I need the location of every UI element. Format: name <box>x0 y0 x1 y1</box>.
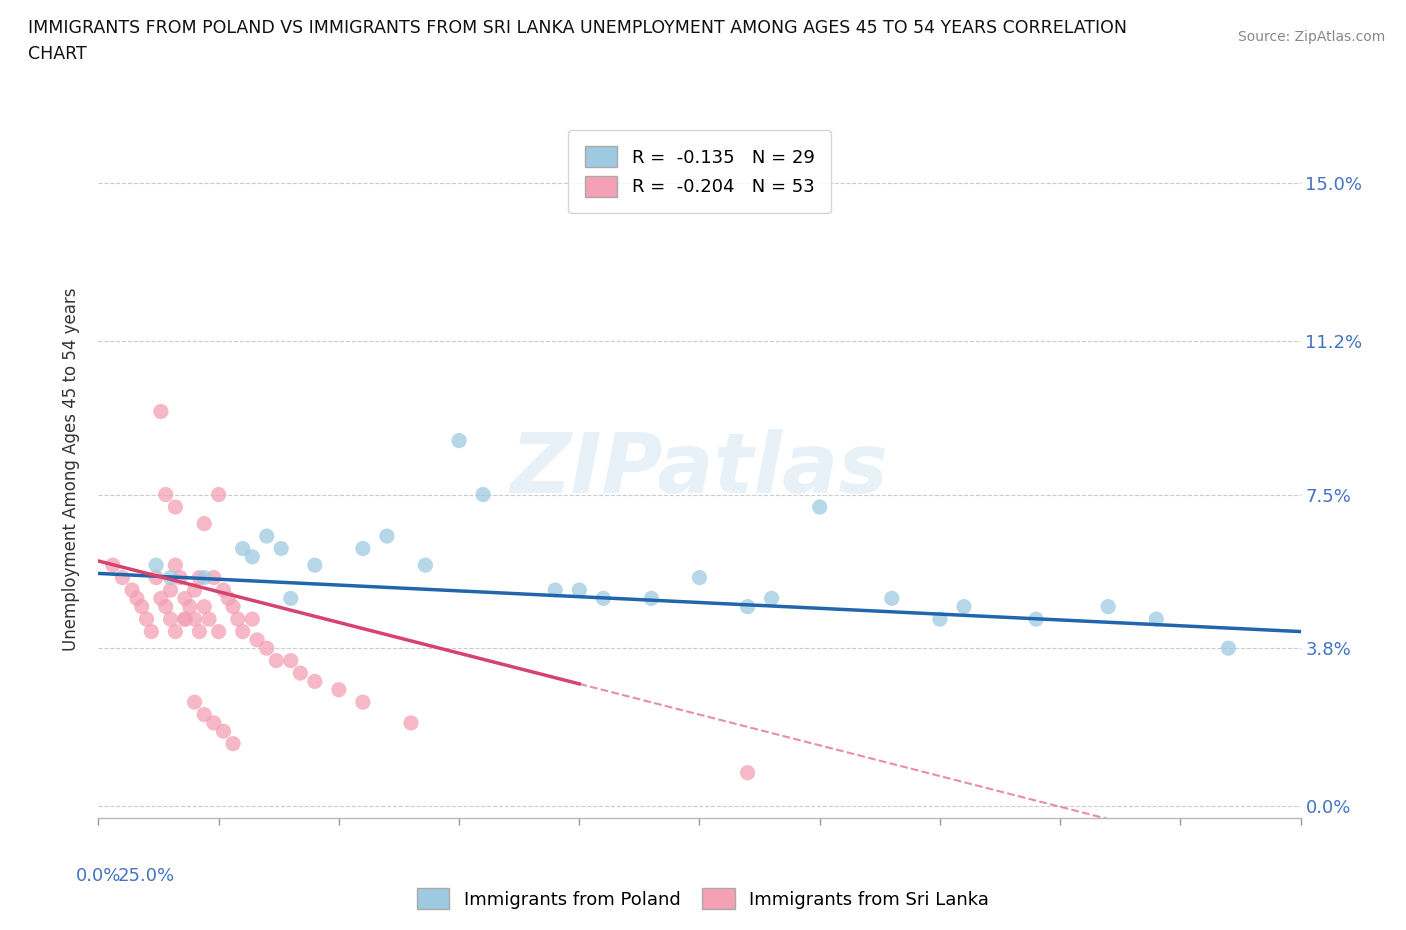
Point <box>266 653 288 668</box>
Point <box>352 695 374 710</box>
Point <box>226 612 249 627</box>
Y-axis label: Unemployment Among Ages 45 to 54 years: Unemployment Among Ages 45 to 54 years <box>62 288 80 651</box>
Point <box>375 528 398 543</box>
Point <box>1025 612 1047 627</box>
Point <box>155 599 177 614</box>
Point <box>953 599 976 614</box>
Point <box>568 582 591 597</box>
Point <box>689 570 711 585</box>
Point <box>101 558 124 573</box>
Point <box>256 641 278 656</box>
Point <box>270 541 292 556</box>
Point <box>193 599 215 614</box>
Point <box>208 624 231 639</box>
Point <box>447 433 470 448</box>
Point <box>193 516 215 531</box>
Point <box>1144 612 1167 627</box>
Point <box>111 570 134 585</box>
Point <box>246 632 269 647</box>
Text: 25.0%: 25.0% <box>118 867 176 885</box>
Point <box>193 707 215 722</box>
Point <box>183 582 205 597</box>
Point <box>145 558 167 573</box>
Point <box>174 591 197 605</box>
Point <box>737 599 759 614</box>
Point <box>183 612 205 627</box>
Text: IMMIGRANTS FROM POLAND VS IMMIGRANTS FROM SRI LANKA UNEMPLOYMENT AMONG AGES 45 T: IMMIGRANTS FROM POLAND VS IMMIGRANTS FRO… <box>28 19 1128 36</box>
Text: 0.0%: 0.0% <box>76 867 121 885</box>
Point <box>208 487 231 502</box>
Point <box>212 582 235 597</box>
Text: ZIPatlas: ZIPatlas <box>510 429 889 511</box>
Point <box>240 612 263 627</box>
Point <box>159 612 181 627</box>
Point <box>212 724 235 738</box>
Point <box>928 612 950 627</box>
Point <box>640 591 662 605</box>
Point <box>135 612 157 627</box>
Point <box>304 558 326 573</box>
Legend: R =  -0.135   N = 29, R =  -0.204   N = 53: R = -0.135 N = 29, R = -0.204 N = 53 <box>568 130 831 213</box>
Point <box>240 550 263 565</box>
Text: CHART: CHART <box>28 45 87 62</box>
Point <box>592 591 614 605</box>
Point <box>131 599 153 614</box>
Point <box>256 528 278 543</box>
Point <box>280 653 302 668</box>
Point <box>232 541 254 556</box>
Point <box>125 591 148 605</box>
Point <box>141 624 163 639</box>
Point <box>808 499 831 514</box>
Point <box>198 612 221 627</box>
Point <box>328 683 350 698</box>
Point <box>159 570 181 585</box>
Point <box>183 695 205 710</box>
Point <box>159 582 181 597</box>
Point <box>290 666 312 681</box>
Point <box>188 624 211 639</box>
Point <box>761 591 783 605</box>
Point <box>202 570 225 585</box>
Point <box>179 599 201 614</box>
Point <box>145 570 167 585</box>
Point <box>165 499 187 514</box>
Point <box>232 624 254 639</box>
Point <box>1218 641 1240 656</box>
Point <box>544 582 567 597</box>
Point <box>149 405 172 419</box>
Point <box>1097 599 1119 614</box>
Point <box>188 570 211 585</box>
Point <box>222 737 245 751</box>
Point <box>280 591 302 605</box>
Point <box>352 541 374 556</box>
Point <box>193 570 215 585</box>
Point <box>169 570 191 585</box>
Point <box>149 591 172 605</box>
Point <box>737 765 759 780</box>
Point <box>415 558 437 573</box>
Point <box>880 591 903 605</box>
Text: Source: ZipAtlas.com: Source: ZipAtlas.com <box>1237 30 1385 44</box>
Point <box>174 612 197 627</box>
Point <box>155 487 177 502</box>
Legend: Immigrants from Poland, Immigrants from Sri Lanka: Immigrants from Poland, Immigrants from … <box>409 881 997 916</box>
Point <box>472 487 495 502</box>
Point <box>217 591 239 605</box>
Point <box>202 715 225 730</box>
Point <box>165 558 187 573</box>
Point <box>165 624 187 639</box>
Point <box>399 715 422 730</box>
Point <box>174 612 197 627</box>
Point <box>121 582 143 597</box>
Point <box>222 599 245 614</box>
Point <box>304 674 326 689</box>
